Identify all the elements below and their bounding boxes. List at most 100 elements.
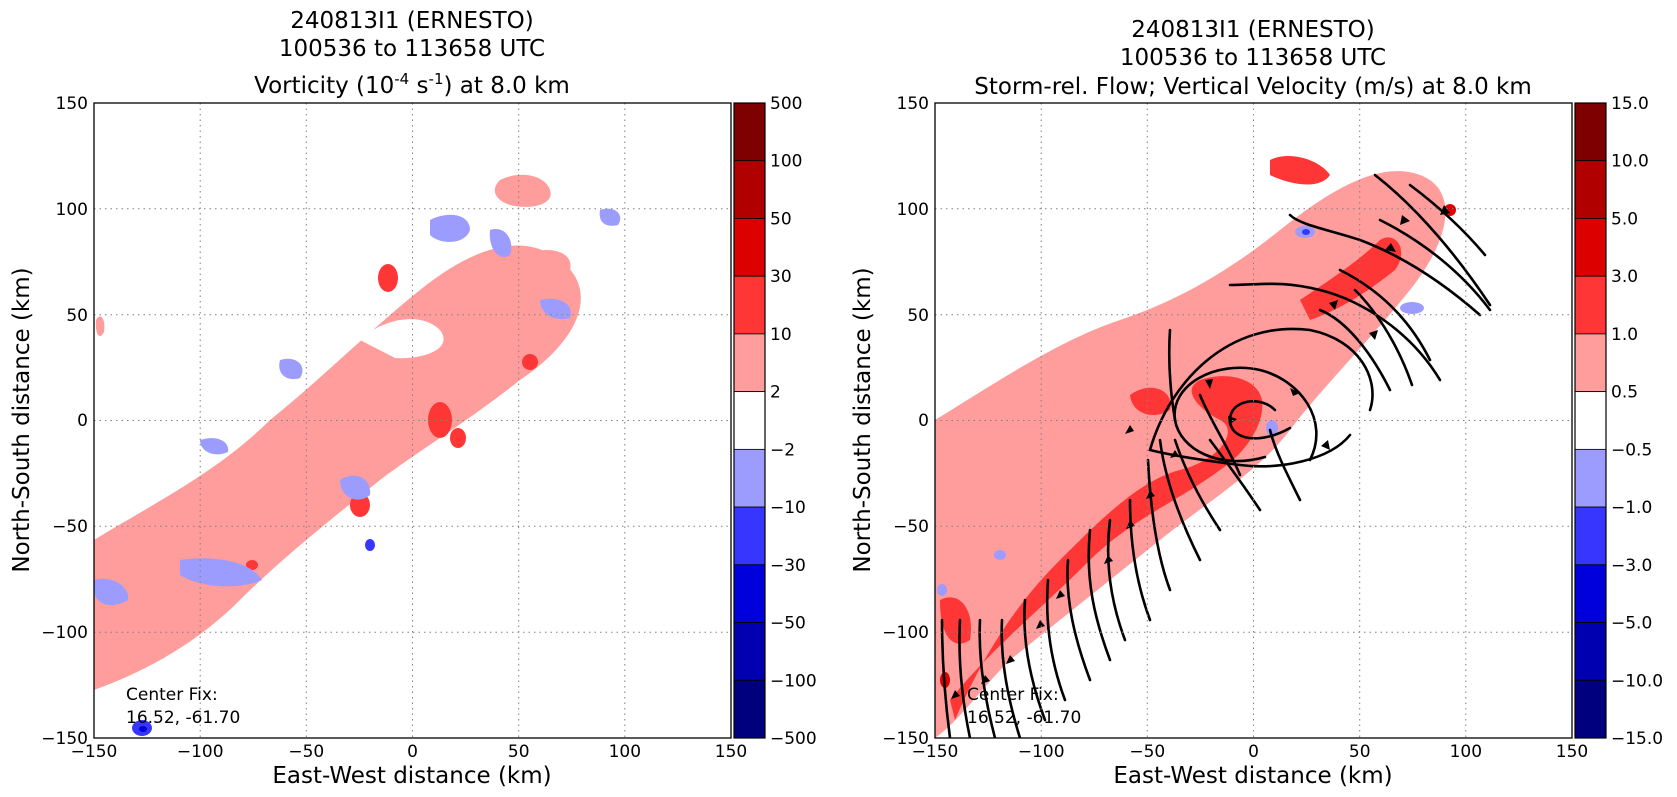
- left-x-axis-label: East-West distance (km): [272, 763, 551, 789]
- colorbar-segment: [1574, 391, 1607, 450]
- storm-relative-streamlines: [940, 173, 1492, 738]
- left-title-line3: Vorticity (10-4 s-1) at 8.0 km: [254, 70, 570, 99]
- colorbar-segment: [1574, 275, 1607, 335]
- left-y-tick: −150: [41, 729, 88, 749]
- left-strong-vorticity-areas: [246, 264, 538, 570]
- right-y-tick: 150: [897, 94, 929, 114]
- colorbar-tick-label: −3.0: [1611, 556, 1652, 576]
- colorbar-segment: [733, 679, 766, 739]
- colorbar-segment: [1574, 102, 1607, 162]
- left-plot-frame: [93, 102, 732, 739]
- colorbar-segment: [733, 391, 766, 450]
- colorbar-tick-label: 5.0: [1611, 209, 1638, 229]
- right-y-tick: −150: [882, 729, 929, 749]
- colorbar-tick-label: 30: [770, 267, 792, 287]
- right-x-tick: −150: [912, 742, 959, 762]
- left-colorbar: 500 100 50 30 10 2 −2 −10 −30 −50 −100 −500: [733, 94, 817, 749]
- colorbar-segment: [1574, 333, 1607, 393]
- colorbar-tick-label: −1.0: [1611, 498, 1652, 518]
- colorbar-tick-label: 10.0: [1611, 152, 1649, 172]
- colorbar-tick-label: 10: [770, 325, 792, 345]
- left-x-tick: 100: [609, 742, 641, 762]
- right-y-tick: 0: [918, 411, 929, 431]
- colorbar-frame: [1574, 102, 1607, 739]
- left-x-tick: 50: [508, 742, 530, 762]
- colorbar-tick-label: −2: [770, 440, 795, 460]
- right-x-tick: 150: [1556, 742, 1588, 762]
- colorbar-tick-label: −50: [770, 614, 806, 634]
- right-title-line1: 240813I1 (ERNESTO): [1131, 17, 1374, 43]
- left-grid: [94, 103, 731, 738]
- right-x-tick: −50: [1129, 742, 1165, 762]
- right-x-tick: 100: [1450, 742, 1482, 762]
- colorbar-tick-label: 1.0: [1611, 325, 1638, 345]
- colorbar-tick-label: 500: [770, 94, 802, 114]
- right-x-axis-label: East-West distance (km): [1113, 763, 1392, 789]
- left-y-tick: −100: [41, 623, 88, 643]
- right-center-fix-label: Center Fix:: [967, 685, 1059, 705]
- right-y-tick: 100: [897, 200, 929, 220]
- colorbar-segment: [733, 333, 766, 393]
- vertical-velocity-panel: 240813I1 (ERNESTO) 100536 to 113658 UTC …: [850, 17, 1663, 789]
- colorbar-tick-label: 50: [770, 209, 792, 229]
- colorbar-segment: [733, 506, 766, 566]
- left-x-tick: 0: [407, 742, 418, 762]
- colorbar-segment: [733, 160, 766, 219]
- left-y-ticks: 150 100 50 0 −50 −100 −150: [41, 94, 88, 749]
- left-title-line3-mid: s: [409, 73, 428, 99]
- colorbar-tick-label: −0.5: [1611, 440, 1652, 460]
- left-x-tick: 150: [715, 742, 747, 762]
- right-y-tick: 50: [907, 306, 929, 326]
- colorbar-segment: [733, 622, 766, 681]
- colorbar-segment: [1574, 448, 1607, 508]
- left-title-sup1: -4: [394, 70, 409, 88]
- right-field: [935, 155, 1492, 738]
- vorticity-panel: 240813I1 (ERNESTO) 100536 to 113658 UTC …: [9, 8, 817, 789]
- right-x-tick: 50: [1349, 742, 1371, 762]
- right-x-ticks: −150 −100 −50 0 50 100 150: [912, 742, 1589, 762]
- colorbar-tick-label: 0.5: [1611, 383, 1638, 403]
- left-center-fix-label: Center Fix:: [126, 685, 218, 705]
- right-y-tick: −50: [893, 517, 929, 537]
- colorbar-segment: [733, 275, 766, 335]
- left-x-ticks: −150 −100 −50 0 50 100 150: [71, 742, 748, 762]
- right-center-fix-coords: 16.52, -61.70: [967, 708, 1081, 728]
- colorbar-segment: [733, 102, 766, 162]
- right-title-line3: Storm-rel. Flow; Vertical Velocity (m/s)…: [974, 74, 1532, 100]
- left-y-tick: 0: [77, 411, 88, 431]
- colorbar-tick-label: −10: [770, 498, 806, 518]
- right-strong-downdraft-areas: [1302, 229, 1310, 235]
- left-x-tick: −50: [288, 742, 324, 762]
- left-y-tick: −50: [52, 517, 88, 537]
- right-x-tick: −100: [1018, 742, 1065, 762]
- left-center-fix-coords: 16.52, -61.70: [126, 708, 240, 728]
- colorbar-tick-label: −10.0: [1611, 671, 1663, 691]
- colorbar-segment: [733, 218, 766, 277]
- right-x-tick: 0: [1248, 742, 1259, 762]
- left-title-line3-post: ) at 8.0 km: [444, 73, 570, 99]
- colorbar-segment: [1574, 218, 1607, 277]
- colorbar-tick-label: 15.0: [1611, 94, 1649, 114]
- colorbar-segment: [1574, 506, 1607, 566]
- right-colorbar: 15.0 10.0 5.0 3.0 1.0 0.5 −0.5 −1.0 −3.0 −5.0 −10.…: [1574, 94, 1663, 749]
- left-y-tick: 50: [66, 306, 88, 326]
- left-core-negative-vorticity-areas: [139, 726, 147, 732]
- streamline-arrowheads: [951, 205, 1450, 699]
- colorbar-tick-label: 2: [770, 383, 781, 403]
- colorbar-segment: [733, 448, 766, 508]
- colorbar-tick-label: −500: [770, 729, 817, 749]
- right-y-ticks: 150 100 50 0 −50 −100 −150: [882, 94, 929, 749]
- colorbar-tick-label: −5.0: [1611, 614, 1652, 634]
- right-plot-frame: [934, 102, 1573, 739]
- left-x-tick: −100: [177, 742, 224, 762]
- colorbar-frame: [733, 102, 766, 739]
- colorbar-tick-label: 3.0: [1611, 267, 1638, 287]
- colorbar-segment: [1574, 160, 1607, 219]
- left-x-tick: −150: [71, 742, 118, 762]
- right-grid: [935, 103, 1572, 738]
- colorbar-segment: [1574, 679, 1607, 739]
- left-title-line3-pre: Vorticity (10: [254, 73, 394, 99]
- right-y-tick: −100: [882, 623, 929, 643]
- right-y-axis-label: North-South distance (km): [850, 267, 876, 572]
